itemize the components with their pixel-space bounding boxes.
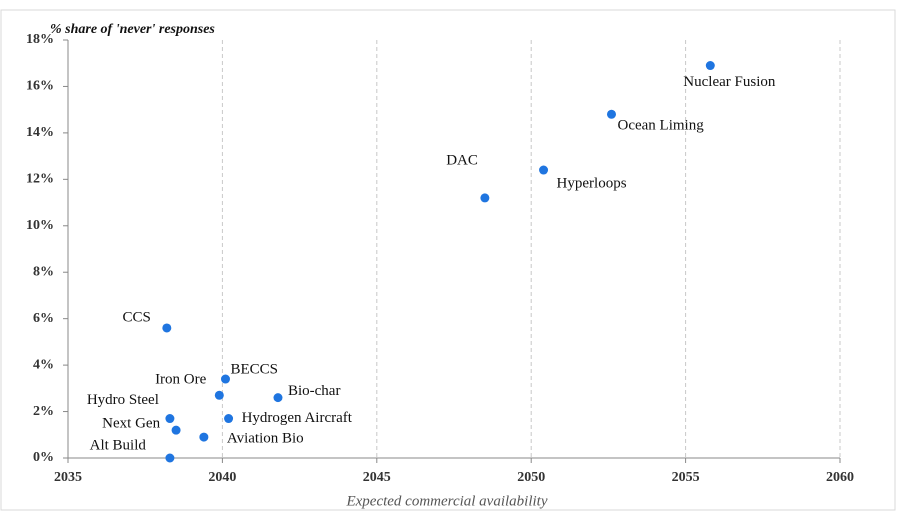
y-tick-label: 12% [26, 172, 54, 187]
y-tick-label: 2% [33, 404, 54, 419]
point-label: BECCS [230, 361, 278, 377]
x-tick-label: 2055 [672, 470, 700, 485]
point [165, 453, 175, 463]
point-label: Nuclear Fusion [683, 74, 776, 90]
point [705, 61, 715, 71]
point-label: Ocean Liming [617, 118, 704, 134]
point [273, 393, 283, 403]
y-tick-label: 10% [26, 218, 54, 233]
point [224, 414, 234, 424]
point-label: Next Gen [102, 416, 160, 432]
x-tick-label: 2050 [517, 470, 545, 485]
point [220, 374, 230, 384]
point-label: Hydrogen Aircraft [242, 410, 353, 426]
point-label: Iron Ore [155, 372, 207, 388]
point-label: Hyperloops [557, 175, 627, 191]
y-tick-label: 8% [33, 264, 54, 279]
y-tick-label: 18% [26, 32, 54, 47]
point-label: DAC [446, 152, 478, 168]
point [606, 109, 616, 119]
y-tick-label: 16% [26, 79, 54, 94]
x-tick-label: 2040 [208, 470, 236, 485]
x-tick-label: 2035 [54, 470, 82, 485]
point-label: Bio-char [288, 383, 340, 399]
y-tick-label: 4% [33, 357, 54, 372]
point-label: Alt Build [90, 437, 147, 453]
point [171, 425, 181, 435]
point [214, 390, 224, 400]
y-tick-label: 14% [26, 125, 54, 140]
chart-frame [0, 9, 896, 511]
point-label: CCS [122, 309, 150, 325]
x-axis-title: Expected commercial availability [345, 493, 547, 509]
point [162, 323, 172, 333]
y-tick-label: 6% [33, 311, 54, 326]
point [199, 432, 209, 442]
point [165, 414, 175, 424]
point-label: Hydro Steel [87, 392, 159, 408]
y-tick-label: 0% [33, 450, 54, 465]
x-tick-label: 2060 [826, 470, 854, 485]
point-label: Aviation Bio [227, 431, 304, 447]
point [480, 193, 490, 203]
x-tick-label: 2045 [363, 470, 391, 485]
point [539, 165, 549, 175]
y-axis-title: % share of 'never' responses [50, 22, 215, 37]
